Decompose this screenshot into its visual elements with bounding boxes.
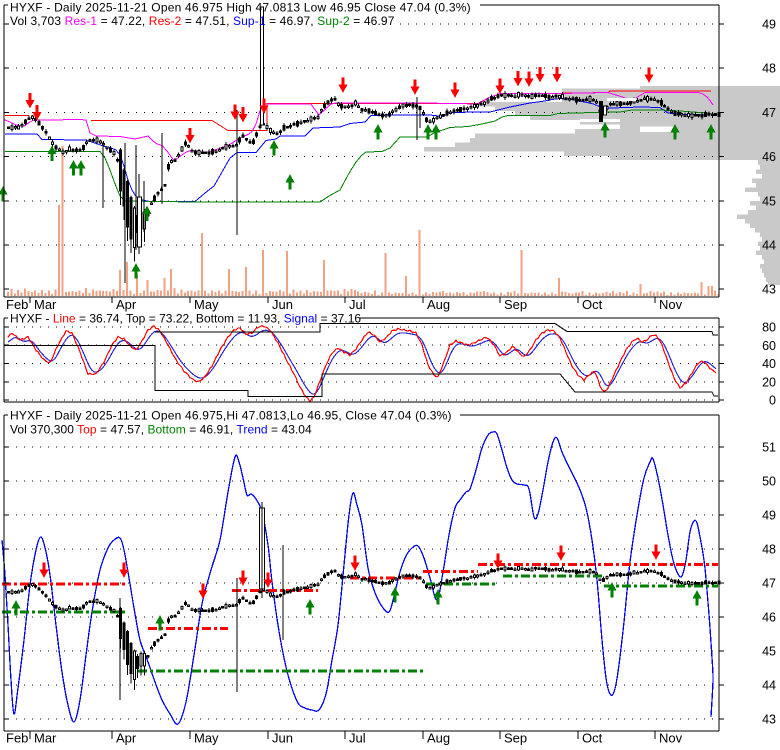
svg-text:47: 47 (762, 577, 776, 591)
svg-text:Jul: Jul (349, 297, 366, 312)
svg-text:Aug: Aug (427, 297, 450, 312)
svg-text:45: 45 (762, 194, 776, 208)
svg-text:60: 60 (762, 339, 776, 353)
svg-text:46: 46 (762, 611, 776, 625)
svg-text:44: 44 (762, 239, 776, 253)
svg-text:44: 44 (762, 679, 776, 693)
svg-text:48: 48 (762, 543, 776, 557)
svg-text:43: 43 (762, 713, 776, 727)
svg-text:49: 49 (762, 18, 776, 32)
svg-text:Vol 3,703 Res-1 = 47.22, Res-2: Vol 3,703 Res-1 = 47.22, Res-2 = 47.51, … (10, 14, 395, 28)
svg-text:Mar: Mar (34, 297, 57, 312)
svg-text:May: May (194, 731, 219, 746)
svg-text:Jun: Jun (272, 297, 293, 312)
svg-text:0: 0 (769, 394, 776, 408)
svg-text:48: 48 (762, 62, 776, 76)
svg-text:HYXF - Line = 36.74, Top = 73.: HYXF - Line = 36.74, Top = 73.22, Bottom… (10, 312, 361, 326)
svg-text:Feb: Feb (6, 731, 28, 746)
svg-text:Mar: Mar (34, 731, 57, 746)
svg-text:43: 43 (762, 283, 776, 297)
svg-text:Jun: Jun (272, 731, 293, 746)
svg-text:46: 46 (762, 150, 776, 164)
svg-text:Apr: Apr (116, 297, 137, 312)
svg-text:50: 50 (762, 475, 776, 489)
svg-text:45: 45 (762, 645, 776, 659)
svg-text:Oct: Oct (582, 297, 603, 312)
svg-text:Vol 370,300 Top = 47.57, Botto: Vol 370,300 Top = 47.57, Bottom = 46.91,… (10, 423, 312, 437)
svg-text:Apr: Apr (116, 731, 137, 746)
svg-text:HYXF - Daily 2025-11-21 Open 4: HYXF - Daily 2025-11-21 Open 46.975 High… (10, 1, 471, 15)
svg-text:Sep: Sep (504, 297, 527, 312)
svg-text:40: 40 (762, 357, 776, 371)
svg-text:Feb: Feb (6, 297, 28, 312)
svg-text:51: 51 (762, 441, 776, 455)
svg-text:20: 20 (762, 375, 776, 389)
svg-text:Sep: Sep (504, 731, 527, 746)
svg-text:49: 49 (762, 509, 776, 523)
svg-text:Oct: Oct (582, 731, 603, 746)
svg-text:47: 47 (762, 106, 776, 120)
svg-text:80: 80 (762, 321, 776, 335)
svg-text:May: May (194, 297, 219, 312)
svg-text:Nov: Nov (659, 731, 683, 746)
svg-text:Nov: Nov (659, 297, 683, 312)
svg-text:HYXF - Daily 2025-11-21 Open 4: HYXF - Daily 2025-11-21 Open 46.975,Hi 4… (10, 409, 452, 423)
svg-text:Jul: Jul (349, 731, 366, 746)
svg-text:Aug: Aug (427, 731, 450, 746)
